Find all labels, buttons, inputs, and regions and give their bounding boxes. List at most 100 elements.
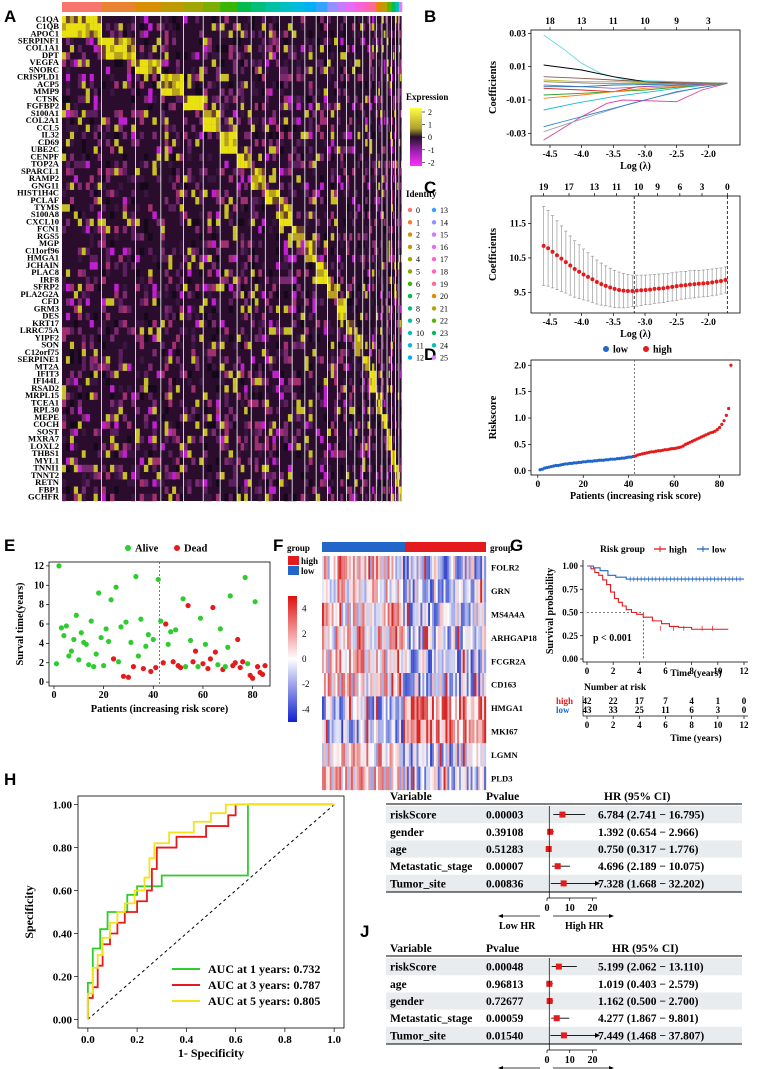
heatmap-cell	[371, 37, 375, 46]
heatmap-cell	[175, 457, 180, 466]
heatmap-cell	[304, 189, 309, 198]
heatmap-cell	[152, 320, 157, 328]
heatmap-cell	[175, 175, 180, 183]
heatmap-cell	[77, 356, 82, 364]
heatmap-cell	[327, 450, 331, 458]
heatmap-cell	[283, 30, 289, 38]
heatmap-cell	[62, 479, 67, 487]
heatmap-cell	[265, 124, 270, 133]
x-tick-label: 1.0	[327, 1034, 341, 1046]
heatmap-cell	[330, 370, 335, 379]
heatmap-cell	[387, 146, 389, 154]
heatmap-cell	[69, 59, 75, 67]
heatmap-cell	[389, 766, 392, 791]
heatmap-cell	[164, 117, 169, 125]
patient-point	[86, 662, 92, 668]
heatmap-cell	[122, 291, 128, 299]
heatmap-cell	[296, 218, 301, 227]
heatmap-cell	[135, 320, 140, 328]
patient-point	[76, 657, 82, 663]
heatmap-cell	[247, 153, 252, 161]
heatmap-cell	[376, 649, 379, 674]
heatmap-cell	[203, 37, 208, 46]
heatmap-cell	[374, 493, 377, 502]
heatmap-cell	[381, 649, 384, 674]
heatmap-cell	[93, 443, 98, 451]
heatmap-cell	[365, 117, 368, 125]
heatmap-cell	[340, 472, 344, 480]
heatmap-cell	[457, 719, 460, 744]
median-line	[587, 612, 644, 659]
heatmap-cell	[462, 649, 465, 674]
heatmap-cell	[399, 59, 402, 67]
heatmap-cell	[191, 435, 196, 444]
heatmap-cell	[244, 435, 248, 444]
cluster-bar	[337, 2, 347, 12]
heatmap-cell	[316, 486, 321, 494]
heatmap-cell	[319, 399, 324, 408]
heatmap-cell	[376, 428, 379, 437]
heatmap-cell	[462, 556, 465, 580]
heatmap-cell	[283, 233, 289, 241]
heatmap-cell	[199, 16, 204, 24]
heatmap-cell	[341, 626, 344, 650]
cv-point	[608, 285, 613, 290]
heatmap-cell	[340, 73, 344, 82]
heatmap-cell	[394, 117, 396, 125]
heatmap-cell	[352, 291, 356, 299]
heatmap-cell	[105, 472, 111, 480]
heatmap-cell	[296, 73, 301, 82]
heatmap-cell	[81, 356, 86, 364]
heatmap-cell	[403, 602, 406, 627]
heatmap-cell	[81, 160, 86, 169]
heatmap-cell	[449, 579, 452, 603]
heatmap-cell	[118, 182, 123, 190]
heatmap-cell	[232, 110, 238, 118]
heatmap-cell	[110, 73, 115, 82]
heatmap-cell	[105, 254, 111, 263]
heatmap-cell	[399, 406, 402, 415]
heatmap-cell	[383, 696, 386, 720]
patient-point	[180, 596, 186, 602]
patient-point	[207, 656, 214, 662]
heatmap-cell	[349, 486, 353, 494]
heatmap-cell	[385, 160, 388, 169]
heatmap-cell	[122, 30, 128, 38]
heatmap-cell	[329, 673, 332, 697]
heatmap-cell	[378, 30, 381, 38]
heatmap-cell	[168, 124, 173, 133]
heatmap-cell	[340, 160, 344, 169]
cv-point	[603, 283, 608, 288]
heatmap-cell	[287, 443, 293, 451]
heatmap-cell	[360, 486, 363, 494]
heatmap-cell	[392, 124, 395, 133]
heatmap-cell	[268, 377, 273, 386]
heatmap-cell	[374, 247, 377, 256]
heatmap-cell	[396, 305, 398, 313]
heatmap-cell	[399, 102, 402, 111]
heatmap-cell	[232, 131, 238, 140]
heatmap-cell	[168, 493, 173, 502]
heatmap-cell	[354, 233, 358, 241]
panel-label-h: H	[4, 770, 16, 789]
heatmap-cell	[401, 766, 404, 791]
heatmap-cell	[399, 283, 402, 292]
heatmap-cell	[340, 66, 344, 75]
heatmap-cell	[343, 556, 346, 580]
heatmap-cell	[453, 766, 456, 791]
heatmap-cell	[172, 30, 177, 38]
heatmap-cell	[365, 196, 368, 205]
heatmap-cell	[354, 240, 358, 248]
heatmap-cell	[207, 44, 212, 53]
heatmap-cell	[372, 719, 375, 744]
heatmap-cell	[322, 719, 325, 744]
heatmap-cell	[220, 283, 225, 292]
heatmap-cell	[77, 182, 82, 190]
heatmap-cell	[472, 579, 475, 603]
heatmap-cell	[93, 363, 98, 371]
heatmap-cell	[283, 81, 289, 89]
cv-point	[696, 281, 701, 286]
heatmap-cell	[175, 283, 180, 292]
heatmap-cell	[410, 766, 413, 791]
heatmap-cell	[215, 95, 221, 104]
